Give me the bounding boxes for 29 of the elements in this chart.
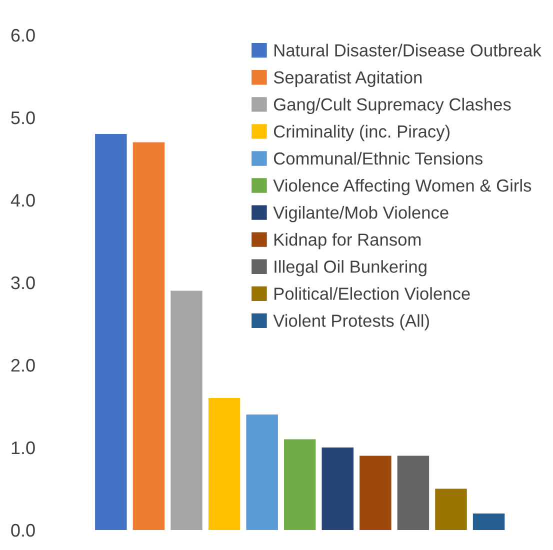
bar bbox=[397, 456, 430, 530]
y-tick-label: 1.0 bbox=[12, 441, 35, 454]
legend-label: Violence Affecting Women & Girls bbox=[273, 178, 532, 196]
legend-label: Illegal Oil Bunkering bbox=[274, 260, 426, 276]
bar bbox=[170, 290, 202, 530]
bar bbox=[284, 439, 316, 530]
legend-label: Gang/Cult Supremacy Clashes bbox=[274, 98, 511, 114]
y-tick-label: 4.0 bbox=[10, 194, 35, 207]
legend-label: Separatist Agitation bbox=[274, 70, 422, 87]
y-tick-label: 6.0 bbox=[11, 28, 35, 42]
legend-label: Violent Protests (All) bbox=[273, 314, 429, 330]
legend-label: Natural Disaster/Disease Outbreak bbox=[274, 44, 542, 57]
bar bbox=[208, 398, 240, 530]
y-tick-label: 2.0 bbox=[11, 358, 35, 372]
y-tick-label: 0.0 bbox=[11, 524, 35, 537]
bar bbox=[435, 488, 467, 530]
legend-label: Political/Election Violence bbox=[274, 287, 470, 300]
bar bbox=[472, 514, 505, 530]
bar bbox=[246, 414, 278, 530]
legend-label: Kidnap for Ransom bbox=[274, 233, 421, 250]
legend-label: Communal/Ethnic Tensions bbox=[274, 152, 483, 165]
bar bbox=[322, 448, 354, 530]
y-tick-label: 3.0 bbox=[11, 276, 35, 290]
bar bbox=[132, 142, 165, 530]
legend-label: Criminality (inc. Piracy) bbox=[274, 124, 450, 142]
bar bbox=[95, 134, 127, 530]
y-tick-label: 5.0 bbox=[11, 111, 35, 124]
legend-label: Vigilante/Mob Violence bbox=[273, 206, 448, 222]
bar bbox=[360, 456, 392, 530]
